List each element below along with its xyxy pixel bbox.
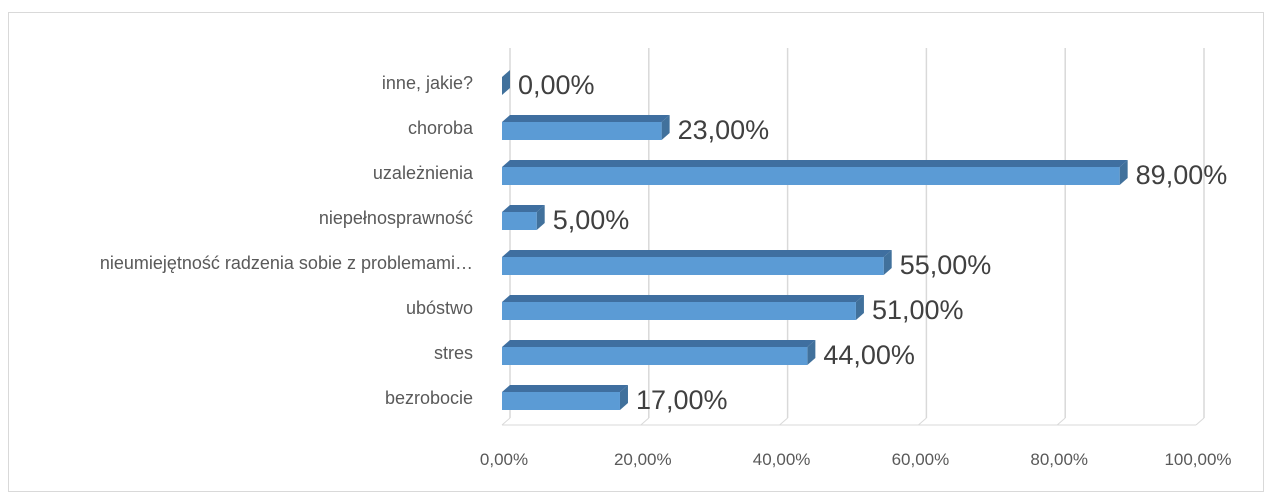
bar-top-5 — [502, 160, 1128, 167]
bar-0 — [502, 392, 620, 410]
category-label-0: bezrobocie — [385, 388, 473, 408]
bar-side-2 — [855, 295, 864, 320]
x-tick-label-2: 40,00% — [753, 450, 811, 469]
gridline-base-4 — [1056, 417, 1066, 426]
bar-side-7 — [502, 70, 510, 95]
bar-side-3 — [883, 250, 892, 275]
category-label-3: nieumiejętność radzenia sobie z problema… — [100, 253, 473, 273]
category-label-6: choroba — [408, 118, 474, 138]
data-label-4: 5,00% — [553, 205, 630, 235]
bar-side-0 — [619, 385, 628, 410]
gridline-base-5 — [1195, 417, 1205, 426]
data-label-7: 0,00% — [518, 70, 595, 100]
bar-1 — [502, 347, 808, 365]
gridline-base-1 — [640, 417, 650, 426]
x-tick-label-0: 0,00% — [480, 450, 528, 469]
category-label-7: inne, jakie? — [382, 73, 473, 93]
data-label-5: 89,00% — [1136, 160, 1228, 190]
x-tick-label-1: 20,00% — [614, 450, 672, 469]
category-label-2: ubóstwo — [406, 298, 473, 318]
bar-top-3 — [502, 250, 892, 257]
bar-side-6 — [661, 115, 670, 140]
bar-top-2 — [502, 295, 864, 302]
bar-6 — [502, 122, 662, 140]
bar-top-4 — [502, 205, 545, 212]
data-label-2: 51,00% — [872, 295, 964, 325]
bar-3 — [502, 257, 884, 275]
x-tick-label-3: 60,00% — [892, 450, 950, 469]
bar-side-4 — [536, 205, 545, 230]
bar-4 — [502, 212, 537, 230]
gridline-base-0 — [501, 417, 511, 426]
data-label-0: 17,00% — [636, 385, 728, 415]
bar-5 — [502, 167, 1120, 185]
bar-2 — [502, 302, 856, 320]
x-tick-label-5: 100,00% — [1164, 450, 1231, 469]
category-label-5: uzależnienia — [373, 163, 474, 183]
x-tick-label-4: 80,00% — [1030, 450, 1088, 469]
bar-top-0 — [502, 385, 628, 392]
gridline-base-2 — [779, 417, 788, 426]
bar-side-5 — [1119, 160, 1128, 185]
category-label-1: stres — [434, 343, 473, 363]
bar-top-1 — [502, 340, 816, 347]
category-label-4: niepełnosprawność — [319, 208, 473, 228]
data-label-6: 23,00% — [678, 115, 770, 145]
bar-top-6 — [502, 115, 670, 122]
gridline-base-3 — [918, 417, 927, 426]
data-label-1: 44,00% — [823, 340, 915, 370]
bar-side-1 — [807, 340, 816, 365]
data-label-3: 55,00% — [900, 250, 992, 280]
